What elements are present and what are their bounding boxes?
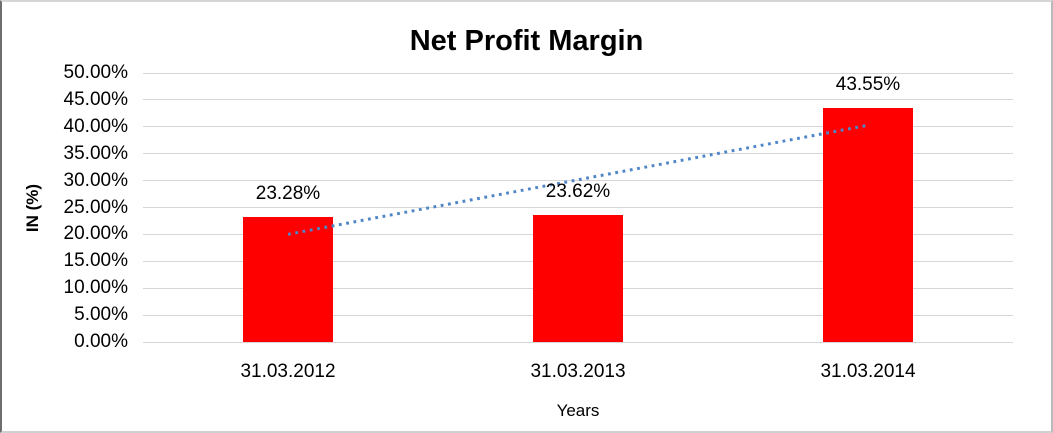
- gridline: [143, 180, 1013, 182]
- y-tick-label: 45.00%: [63, 88, 128, 110]
- y-tick-label: 40.00%: [63, 115, 128, 137]
- gridline: [143, 99, 1013, 101]
- gridline: [143, 126, 1013, 128]
- x-tick-label: 31.03.2012: [240, 361, 336, 382]
- data-label: 23.62%: [545, 180, 611, 202]
- chart-title: Net Profit Margin: [409, 25, 644, 57]
- x-axis: 31.03.2012 31.03.2013 31.03.2014: [143, 360, 1013, 384]
- trendline: [287, 123, 869, 236]
- data-label: 43.55%: [835, 73, 901, 95]
- y-tick-label: 25.00%: [63, 196, 128, 218]
- y-tick-label: 10.00%: [63, 277, 128, 299]
- x-tick-label: 31.03.2013: [530, 361, 626, 382]
- gridline: [143, 207, 1013, 208]
- x-axis-title: Years: [556, 401, 600, 420]
- data-label: 23.28%: [255, 182, 321, 204]
- y-tick-label: 30.00%: [63, 169, 128, 191]
- gridline: [143, 153, 1013, 155]
- plot-area: 23.28% 23.62% 43.55%: [143, 72, 1013, 343]
- y-tick-label: 15.00%: [63, 250, 128, 272]
- y-tick-label: 5.00%: [74, 304, 128, 326]
- y-tick-label: 35.00%: [63, 142, 128, 164]
- bar-31.03.2012: [243, 216, 333, 342]
- y-tick-label: 50.00%: [63, 62, 128, 83]
- y-axis: 0.00% 5.00% 10.00% 15.00% 20.00% 25.00% 30.00%…: [2, 62, 128, 352]
- bar-31.03.2014: [823, 107, 913, 342]
- y-tick-label: 20.00%: [63, 223, 128, 245]
- y-tick-label: 0.00%: [74, 331, 128, 352]
- gridline: [143, 341, 1013, 343]
- gridline: [143, 72, 1013, 74]
- bar-31.03.2013: [533, 214, 623, 342]
- x-tick-label: 31.03.2014: [820, 361, 916, 382]
